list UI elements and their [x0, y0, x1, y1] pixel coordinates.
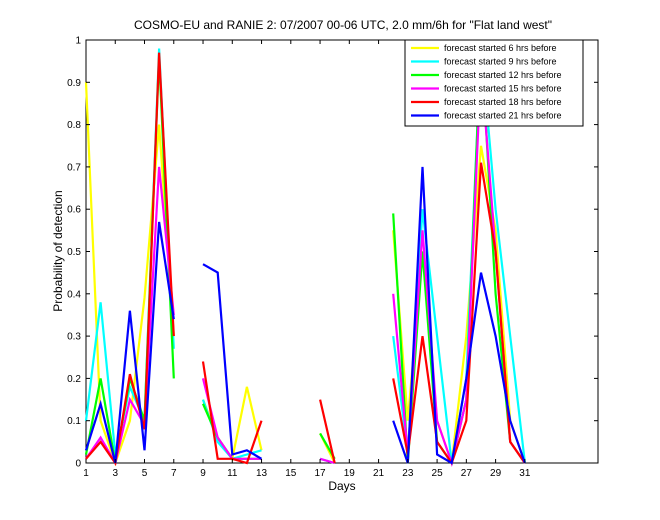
- series-line-5: [85, 52, 526, 466]
- legend-entry-6: forecast started 21 hrs before: [411, 111, 562, 121]
- legend: forecast started 6 hrs before forecast st…: [404, 39, 584, 127]
- x-tick-label: 1: [83, 468, 89, 479]
- legend-entry-1: forecast started 6 hrs before: [411, 43, 557, 53]
- series-6: [84, 166, 526, 465]
- legend-label: forecast started 15 hrs before: [444, 84, 562, 94]
- legend-entries: forecast started 6 hrs before forecast st…: [411, 43, 562, 121]
- x-tick-label: 9: [200, 468, 206, 479]
- x-tick-label: 5: [142, 468, 148, 479]
- y-tick-label: 1: [75, 36, 81, 47]
- y-tick-label: 0.3: [67, 332, 81, 343]
- legend-label: forecast started 18 hrs before: [444, 97, 562, 107]
- y-tick-label: 0.1: [67, 416, 81, 427]
- x-tick-label: 31: [519, 468, 531, 479]
- x-axis-ticks: 1 3 5 7 9 11 13 15 17 19 21 23 25 27 29 31: [83, 40, 531, 479]
- legend-label: forecast started 6 hrs before: [444, 43, 557, 53]
- x-tick-label: 27: [461, 468, 473, 479]
- y-tick-label: 0.7: [67, 162, 81, 173]
- legend-box: [404, 39, 584, 127]
- legend-label: forecast started 9 hrs before: [444, 57, 557, 67]
- x-tick-label: 17: [314, 468, 326, 479]
- x-tick-label: 13: [256, 468, 268, 479]
- y-axis-title: Probability of detection: [51, 190, 65, 311]
- x-tick-label: 23: [402, 468, 414, 479]
- x-tick-label: 15: [285, 468, 297, 479]
- y-tick-label: 0.2: [67, 374, 81, 385]
- x-tick-label: 3: [112, 468, 118, 479]
- x-axis-title: Days: [328, 479, 355, 493]
- series-5: [85, 52, 526, 466]
- legend-label: forecast started 21 hrs before: [444, 111, 562, 121]
- y-axis-ticks: 0 0.1 0.2 0.3 0.4 0.5 0.6 0.7 0.8 0.9 1: [67, 36, 598, 470]
- legend-entry-3: forecast started 12 hrs before: [411, 70, 562, 80]
- x-tick-label: 25: [432, 468, 444, 479]
- y-tick-label: 0.8: [67, 120, 81, 131]
- series-line-6: [84, 166, 526, 465]
- y-tick-label: 0: [75, 459, 81, 470]
- legend-label: forecast started 12 hrs before: [444, 70, 562, 80]
- y-tick-label: 0.4: [67, 289, 81, 300]
- x-tick-label: 21: [373, 468, 385, 479]
- legend-entry-5: forecast started 18 hrs before: [411, 97, 562, 107]
- chart-title: COSMO-EU and RANIE 2: 07/2007 00-06 UTC,…: [134, 18, 552, 32]
- x-tick-label: 11: [227, 468, 238, 479]
- y-tick-label: 0.9: [67, 78, 81, 89]
- legend-entry-4: forecast started 15 hrs before: [411, 84, 562, 94]
- x-tick-label: 29: [490, 468, 502, 479]
- legend-entry-2: forecast started 9 hrs before: [411, 57, 557, 67]
- y-tick-label: 0.6: [67, 205, 81, 216]
- series-layer: [84, 39, 526, 467]
- y-tick-label: 0.5: [67, 247, 81, 258]
- x-tick-label: 7: [171, 468, 177, 479]
- x-tick-label: 19: [344, 468, 356, 479]
